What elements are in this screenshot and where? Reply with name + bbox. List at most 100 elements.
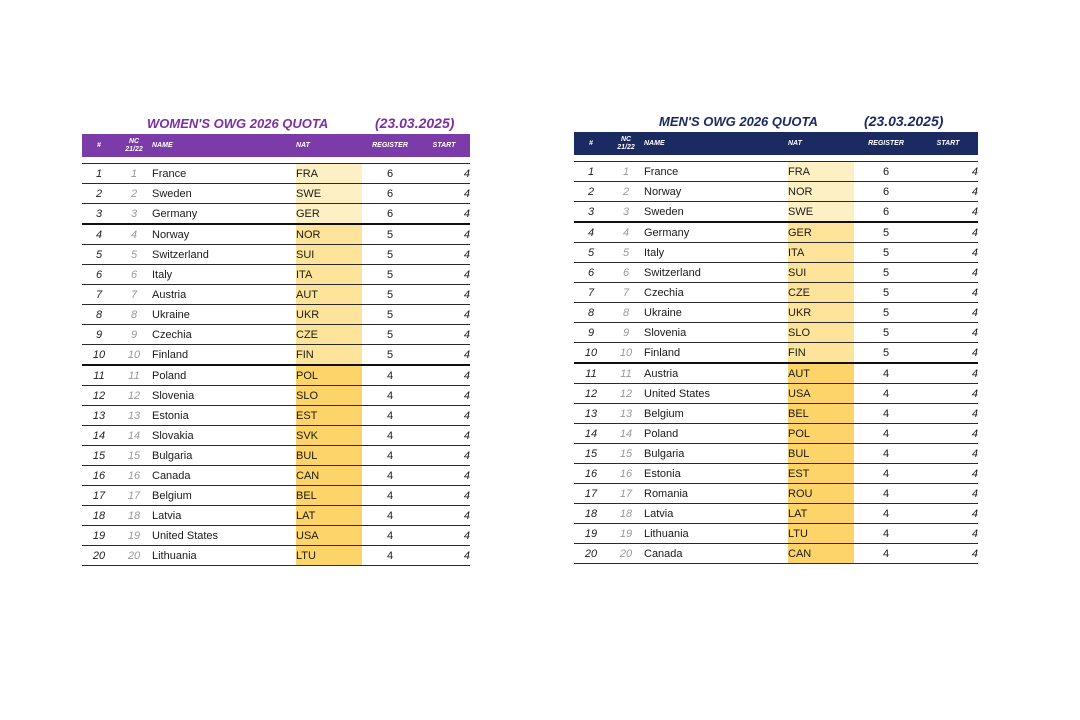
nc-rank-cell: 12 bbox=[608, 383, 644, 404]
nation-code-cell: SLO bbox=[296, 385, 362, 406]
rank-cell: 2 bbox=[82, 183, 116, 204]
rank-cell: 9 bbox=[574, 322, 608, 343]
header-nat: NAT bbox=[296, 134, 362, 157]
start-cell: 4 bbox=[918, 463, 978, 484]
nc-rank-cell: 20 bbox=[608, 543, 644, 564]
start-cell: 4 bbox=[418, 365, 470, 386]
nation-code-cell: FRA bbox=[788, 161, 854, 182]
rank-cell: 12 bbox=[574, 383, 608, 404]
rank-cell: 14 bbox=[574, 423, 608, 444]
header-rank: # bbox=[82, 134, 116, 157]
nation-code-cell: BEL bbox=[788, 403, 854, 424]
register-cell: 5 bbox=[362, 264, 418, 285]
register-cell: 5 bbox=[362, 324, 418, 345]
rank-cell: 3 bbox=[82, 203, 116, 225]
table-row: 10 10 Finland FIN 5 4 bbox=[82, 344, 470, 366]
nation-name-cell: Finland bbox=[152, 344, 296, 366]
table-row: 5 5 Italy ITA 5 4 bbox=[574, 242, 978, 263]
table-row: 7 7 Austria AUT 5 4 bbox=[82, 284, 470, 305]
nation-name-cell: United States bbox=[644, 383, 788, 404]
men-table-title: MEN'S OWG 2026 QUOTA bbox=[659, 114, 818, 129]
table-row: 12 12 Slovenia SLO 4 4 bbox=[82, 385, 470, 406]
table-row: 2 2 Norway NOR 6 4 bbox=[574, 181, 978, 202]
rank-cell: 19 bbox=[574, 523, 608, 544]
women-rows: 1 1 France FRA 6 4 2 2 Sweden SWE 6 4 3 3 Germany GER 6 4… bbox=[82, 163, 470, 566]
nc-rank-cell: 13 bbox=[608, 403, 644, 424]
header-start: START bbox=[918, 132, 978, 155]
table-row: 15 15 Bulgaria BUL 4 4 bbox=[574, 443, 978, 464]
nc-rank-cell: 1 bbox=[116, 163, 152, 184]
nation-name-cell: Ukraine bbox=[152, 304, 296, 325]
table-row: 20 20 Canada CAN 4 4 bbox=[574, 543, 978, 564]
nation-name-cell: Canada bbox=[152, 465, 296, 486]
nation-name-cell: Czechia bbox=[152, 324, 296, 345]
nation-name-cell: Belgium bbox=[644, 403, 788, 424]
rank-cell: 16 bbox=[574, 463, 608, 484]
nc-rank-cell: 4 bbox=[116, 224, 152, 245]
women-table-title: WOMEN'S OWG 2026 QUOTA bbox=[147, 116, 329, 131]
table-row: 18 18 Latvia LAT 4 4 bbox=[574, 503, 978, 524]
nation-code-cell: SWE bbox=[788, 201, 854, 223]
table-row: 8 8 Ukraine UKR 5 4 bbox=[574, 302, 978, 323]
women-table-date: (23.03.2025) bbox=[375, 115, 455, 131]
nation-code-cell: BEL bbox=[296, 485, 362, 506]
nation-code-cell: GER bbox=[296, 203, 362, 225]
table-row: 19 19 United States USA 4 4 bbox=[82, 525, 470, 546]
register-cell: 6 bbox=[362, 203, 418, 225]
nc-rank-cell: 16 bbox=[116, 465, 152, 486]
nation-code-cell: ITA bbox=[788, 242, 854, 263]
table-row: 13 13 Estonia EST 4 4 bbox=[82, 405, 470, 426]
header-rank: # bbox=[574, 132, 608, 155]
nc-rank-cell: 19 bbox=[116, 525, 152, 546]
nation-name-cell: France bbox=[152, 163, 296, 184]
register-cell: 5 bbox=[362, 244, 418, 265]
rank-cell: 5 bbox=[82, 244, 116, 265]
rank-cell: 19 bbox=[82, 525, 116, 546]
rank-cell: 11 bbox=[82, 365, 116, 386]
table-row: 3 3 Sweden SWE 6 4 bbox=[574, 201, 978, 223]
nation-name-cell: Bulgaria bbox=[644, 443, 788, 464]
rank-cell: 20 bbox=[574, 543, 608, 564]
rank-cell: 17 bbox=[82, 485, 116, 506]
nation-code-cell: SUI bbox=[296, 244, 362, 265]
nc-rank-cell: 8 bbox=[608, 302, 644, 323]
nc-rank-cell: 14 bbox=[608, 423, 644, 444]
rank-cell: 7 bbox=[574, 282, 608, 303]
start-cell: 4 bbox=[918, 342, 978, 364]
start-cell: 4 bbox=[918, 242, 978, 263]
rank-cell: 15 bbox=[82, 445, 116, 466]
start-cell: 4 bbox=[918, 201, 978, 223]
nation-name-cell: Italy bbox=[152, 264, 296, 285]
nation-code-cell: FIN bbox=[296, 344, 362, 366]
rank-cell: 13 bbox=[82, 405, 116, 426]
header-nat: NAT bbox=[788, 132, 854, 155]
nation-code-cell: SWE bbox=[296, 183, 362, 204]
register-cell: 4 bbox=[854, 483, 918, 504]
nc-rank-cell: 3 bbox=[116, 203, 152, 225]
nation-name-cell: Italy bbox=[644, 242, 788, 263]
start-cell: 4 bbox=[418, 183, 470, 204]
nation-code-cell: CAN bbox=[296, 465, 362, 486]
start-cell: 4 bbox=[418, 405, 470, 426]
nation-name-cell: Slovenia bbox=[152, 385, 296, 406]
register-cell: 4 bbox=[362, 385, 418, 406]
start-cell: 4 bbox=[418, 284, 470, 305]
start-cell: 4 bbox=[418, 244, 470, 265]
rank-cell: 16 bbox=[82, 465, 116, 486]
register-cell: 4 bbox=[362, 405, 418, 426]
table-row: 2 2 Sweden SWE 6 4 bbox=[82, 183, 470, 204]
nation-code-cell: FIN bbox=[788, 342, 854, 364]
men-title-row: MEN'S OWG 2026 QUOTA (23.03.2025) bbox=[574, 112, 978, 132]
nation-name-cell: Slovakia bbox=[152, 425, 296, 446]
start-cell: 4 bbox=[418, 505, 470, 526]
table-row: 13 13 Belgium BEL 4 4 bbox=[574, 403, 978, 424]
nc-rank-cell: 15 bbox=[116, 445, 152, 466]
rank-cell: 15 bbox=[574, 443, 608, 464]
start-cell: 4 bbox=[918, 282, 978, 303]
nc-rank-cell: 15 bbox=[608, 443, 644, 464]
header-nc: NC 21/22 bbox=[608, 132, 644, 155]
nation-name-cell: United States bbox=[152, 525, 296, 546]
nc-rank-cell: 11 bbox=[608, 363, 644, 384]
table-row: 16 16 Estonia EST 4 4 bbox=[574, 463, 978, 484]
rank-cell: 4 bbox=[82, 224, 116, 245]
